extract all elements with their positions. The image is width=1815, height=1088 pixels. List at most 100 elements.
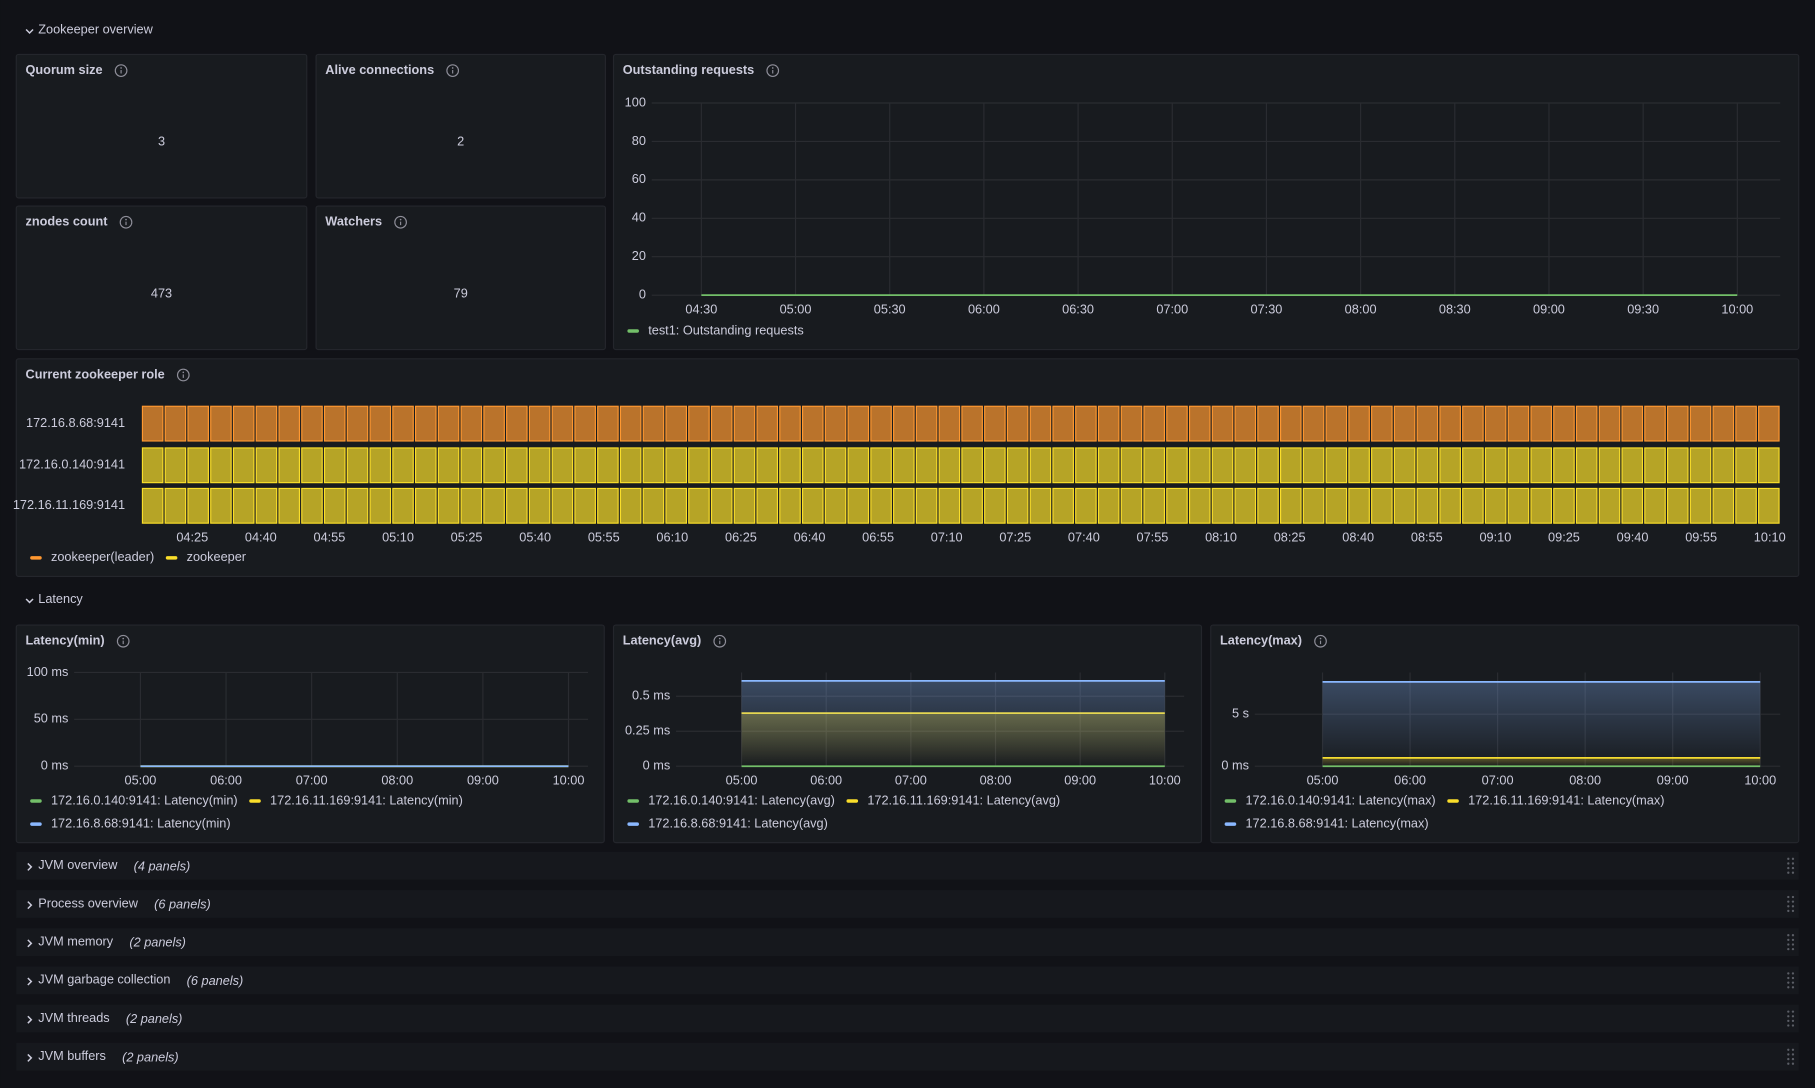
legend-swatch[interactable] [627, 329, 639, 333]
drag-handle-dot[interactable] [1787, 1010, 1790, 1013]
chevron-down[interactable] [25, 598, 34, 604]
drag-handle-dot[interactable] [1791, 862, 1795, 865]
state-box [210, 487, 232, 524]
row-title[interactable]: JVM memory [38, 934, 114, 949]
chevron-right[interactable] [27, 901, 33, 910]
drag-handle-dot[interactable] [1791, 1010, 1795, 1013]
section-title[interactable]: Latency [38, 591, 83, 606]
drag-handle-dot[interactable] [1791, 1062, 1795, 1065]
drag-handle-dot[interactable] [1791, 1048, 1795, 1051]
drag-handle-dot[interactable] [1791, 895, 1795, 899]
drag-handle-dot[interactable] [1787, 943, 1790, 946]
drag-handle-dot[interactable] [1787, 871, 1790, 874]
drag-handle-dot[interactable] [1787, 1024, 1790, 1027]
drag-handle-dot[interactable] [1791, 972, 1795, 975]
legend-swatch[interactable] [1447, 799, 1459, 803]
legend-swatch[interactable] [1224, 822, 1237, 826]
drag-handle-dot[interactable] [1791, 947, 1795, 951]
legend-label[interactable]: 172.16.0.140:9141: Latency(max) [1245, 792, 1435, 807]
collapsed-row[interactable] [16, 1004, 1799, 1033]
drag-handle-dot[interactable] [1791, 900, 1795, 903]
row-title[interactable]: JVM threads [38, 1010, 109, 1025]
drag-handle-dot[interactable] [1787, 895, 1790, 899]
state-box [574, 487, 596, 524]
drag-handle-dot[interactable] [1791, 1053, 1795, 1056]
drag-handle-dot[interactable] [1787, 947, 1790, 951]
drag-handle-dot[interactable] [1791, 871, 1795, 874]
collapsed-row[interactable] [16, 851, 1799, 880]
collapsed-row[interactable] [16, 966, 1799, 995]
drag-handle-dot[interactable] [1787, 857, 1790, 860]
legend-label[interactable]: 172.16.0.140:9141: Latency(min) [51, 792, 238, 807]
collapsed-row[interactable] [16, 928, 1799, 957]
drag-handle-dot[interactable] [1791, 909, 1795, 913]
legend-label[interactable]: 172.16.8.68:9141: Latency(max) [1245, 815, 1428, 830]
legend-swatch[interactable] [249, 799, 261, 803]
legend-swatch[interactable] [846, 799, 859, 803]
drag-handle-dot[interactable] [1791, 1057, 1795, 1061]
drag-handle-dot[interactable] [1787, 938, 1790, 942]
drag-handle-dot[interactable] [1787, 1053, 1790, 1056]
drag-handle-dot[interactable] [1791, 1019, 1795, 1023]
chevron-right[interactable] [27, 939, 33, 948]
drag-handle-dot[interactable] [1787, 1062, 1790, 1065]
legend-swatch[interactable] [627, 822, 639, 826]
drag-handle-dot[interactable] [1787, 900, 1790, 903]
drag-handle-dot[interactable] [1791, 986, 1795, 989]
drag-handle-dot[interactable] [1791, 943, 1795, 946]
legend-label[interactable]: 172.16.8.68:9141: Latency(min) [51, 815, 231, 830]
legend-label[interactable]: 172.16.0.140:9141: Latency(avg) [648, 792, 835, 807]
drag-handle-dot[interactable] [1787, 934, 1790, 937]
drag-handle-dot[interactable] [1787, 1015, 1790, 1018]
section-title[interactable]: Zookeeper overview [38, 21, 153, 36]
legend-label[interactable]: 172.16.11.169:9141: Latency(max) [1468, 792, 1664, 807]
drag-handle-dot[interactable] [1791, 976, 1795, 980]
row-title[interactable]: JVM buffers [38, 1048, 106, 1063]
drag-handle-dot[interactable] [1787, 1057, 1790, 1061]
drag-handle-dot[interactable] [1787, 976, 1790, 980]
drag-handle-dot[interactable] [1787, 1048, 1790, 1051]
drag-handle-dot[interactable] [1787, 905, 1790, 908]
state-box [1462, 447, 1484, 484]
row-title[interactable]: JVM overview [38, 857, 118, 872]
chevron-right[interactable] [27, 1053, 33, 1062]
legend-swatch[interactable] [30, 799, 42, 803]
drag-handle-dot[interactable] [1791, 934, 1795, 937]
collapsed-row[interactable] [16, 1042, 1799, 1071]
chevron-right[interactable] [27, 977, 33, 986]
legend-swatch[interactable] [30, 822, 42, 826]
x-tick-label: 05:30 [874, 302, 906, 317]
drag-handle-dot[interactable] [1791, 938, 1795, 942]
legend-label[interactable]: zookeeper(leader) [51, 549, 154, 564]
collapsed-row[interactable] [16, 890, 1799, 918]
drag-handle-dot[interactable] [1787, 986, 1790, 989]
drag-handle-dot[interactable] [1787, 1019, 1790, 1023]
state-box [141, 487, 164, 524]
legend-swatch[interactable] [30, 556, 42, 560]
chevron-right[interactable] [27, 862, 33, 871]
row-title[interactable]: JVM garbage collection [38, 972, 170, 987]
drag-handle-dot[interactable] [1791, 905, 1795, 908]
drag-handle-dot[interactable] [1791, 981, 1795, 984]
legend-swatch[interactable] [165, 556, 178, 560]
chevron-right[interactable] [27, 1015, 33, 1024]
legend-label[interactable]: 172.16.11.169:9141: Latency(avg) [867, 792, 1060, 807]
drag-handle-dot[interactable] [1787, 909, 1790, 913]
drag-handle-dot[interactable] [1787, 972, 1790, 975]
x-tick-label: 10:00 [1744, 773, 1776, 788]
legend-swatch[interactable] [1224, 799, 1237, 803]
legend-label[interactable]: 172.16.11.169:9141: Latency(min) [270, 792, 463, 807]
legend-label[interactable]: 172.16.8.68:9141: Latency(avg) [648, 815, 828, 830]
row-title[interactable]: Process overview [38, 895, 138, 910]
drag-handle-dot[interactable] [1787, 981, 1790, 984]
drag-handle-dot[interactable] [1791, 1024, 1795, 1027]
drag-handle-dot[interactable] [1787, 862, 1790, 865]
drag-handle-dot[interactable] [1791, 866, 1795, 870]
legend-label[interactable]: test1: Outstanding requests [648, 322, 804, 337]
chevron-down[interactable] [25, 28, 34, 35]
drag-handle-dot[interactable] [1787, 866, 1790, 870]
legend-label[interactable]: zookeeper [187, 549, 247, 564]
drag-handle-dot[interactable] [1791, 857, 1795, 860]
legend-swatch[interactable] [627, 799, 639, 803]
drag-handle-dot[interactable] [1791, 1015, 1795, 1018]
